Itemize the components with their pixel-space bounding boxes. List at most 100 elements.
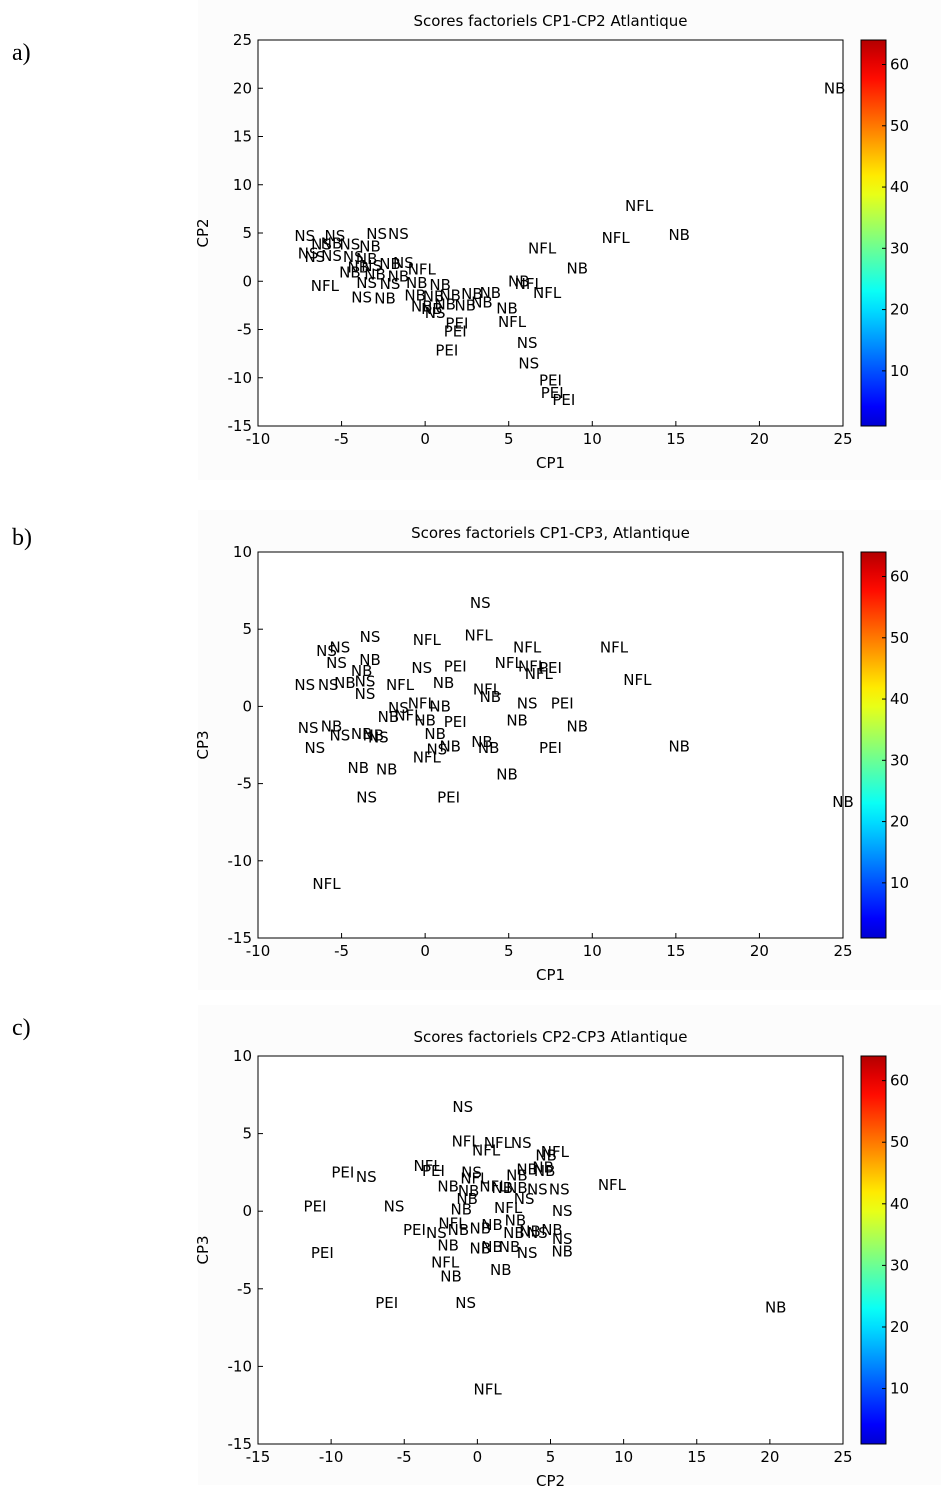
colorbar-tick-label: 30 (890, 751, 909, 769)
data-point-label: NS (426, 741, 447, 759)
data-point-label: NS (411, 659, 432, 677)
data-point-label: NS (360, 628, 381, 646)
data-point-label: NFL (312, 875, 341, 893)
data-point-label: PEI (551, 694, 574, 712)
x-tick-label: 0 (473, 1448, 483, 1466)
y-tick-label: 5 (242, 1125, 252, 1143)
data-point-label: NS (316, 642, 337, 660)
colorbar-tick-label: 60 (890, 1072, 909, 1090)
data-point-label: NB (364, 265, 386, 283)
x-tick-label: -10 (246, 430, 271, 448)
data-point-label: PEI (444, 657, 467, 675)
y-axis-label: CP2 (194, 218, 212, 247)
data-point-label: NFL (484, 1134, 513, 1152)
x-tick-label: -10 (319, 1448, 344, 1466)
data-point-label: NB (458, 1182, 480, 1200)
data-point-label: NS (455, 1294, 476, 1312)
data-point-label: NFL (438, 1215, 467, 1233)
data-point-label: NFL (600, 639, 629, 657)
data-point-label: NB (429, 276, 451, 294)
data-point-label: NFL (460, 1170, 489, 1188)
data-point-label: NS (549, 1180, 570, 1198)
y-tick-label: -15 (228, 417, 253, 435)
data-point-label: NFL (513, 639, 542, 657)
x-tick-label: -5 (334, 430, 349, 448)
x-tick-label: 15 (687, 1448, 706, 1466)
data-point-label: NB (534, 1162, 556, 1180)
data-point-label: NFL (498, 313, 527, 331)
colorbar-tick-label: 40 (890, 178, 909, 196)
data-point-label: NB (433, 674, 455, 692)
chart-title: Scores factoriels CP1-CP3, Atlantique (411, 524, 690, 542)
data-point-label: NS (517, 1244, 538, 1262)
data-point-label: NS (388, 225, 409, 243)
data-point-label: NB (480, 284, 502, 302)
data-point-label: PEI (435, 342, 458, 360)
data-point-label: PEI (539, 739, 562, 757)
data-point-label: NB (824, 79, 846, 97)
data-point-label: NFL (533, 284, 562, 302)
data-point-label: NS (552, 1230, 573, 1248)
panel-b: b) Scores factoriels CP1-CP3, Atlantique… (0, 510, 941, 1000)
data-point-label: NB (348, 259, 370, 277)
y-tick-label: -5 (237, 321, 252, 339)
x-tick-label: 15 (666, 430, 685, 448)
data-point-label: NS (294, 676, 315, 694)
data-point-label: NB (339, 264, 361, 282)
data-point-label: NFL (518, 657, 547, 675)
y-tick-label: 5 (242, 620, 252, 638)
y-tick-label: 10 (233, 1047, 252, 1065)
data-point-label: NFL (598, 1176, 627, 1194)
x-tick-label: 25 (833, 1448, 852, 1466)
colorbar-tick-label: 20 (890, 301, 909, 319)
colorbar-tick-label: 20 (890, 813, 909, 831)
data-point-label: NS (311, 236, 332, 254)
data-point-label: NS (393, 254, 414, 272)
data-point-label: NFL (408, 261, 437, 279)
data-point-label: NS (425, 304, 446, 322)
data-point-label: NFL (414, 1157, 443, 1175)
y-tick-label: 5 (242, 224, 252, 242)
data-point-label: NFL (408, 694, 437, 712)
data-point-label: NB (491, 1179, 513, 1197)
data-point-label: PEI (541, 384, 564, 402)
data-point-label: NFL (528, 239, 557, 257)
panel-letter-b: b) (12, 525, 32, 551)
data-point-label: PEI (403, 1221, 426, 1239)
data-point-label: NB (508, 272, 530, 290)
data-point-label: NB (374, 290, 396, 308)
data-point-label: NS (330, 639, 351, 657)
data-point-label: NB (478, 739, 500, 757)
data-point-label: NS (517, 334, 538, 352)
data-point-label: NS (304, 248, 325, 266)
data-point-label: NFL (623, 671, 652, 689)
scatter-chart-cp1-cp3: Scores factoriels CP1-CP3, Atlantique -10… (194, 510, 941, 990)
colorbar-tick-label: 60 (890, 56, 909, 74)
x-tick-label: 10 (583, 942, 602, 960)
data-point-label: NS (518, 354, 539, 372)
data-point-label: PEI (311, 1244, 334, 1262)
data-point-label: NB (351, 725, 373, 743)
data-point-label: NB (480, 688, 502, 706)
data-point-label: NB (429, 697, 451, 715)
colorbar-tick-label: 10 (890, 874, 909, 892)
data-point-label: NB (406, 274, 428, 292)
data-point-label: NB (668, 738, 690, 756)
data-point-label: NB (551, 1243, 573, 1261)
data-point-label: NFL (473, 680, 502, 698)
data-point-label: NFL (602, 229, 631, 247)
scatter-chart-cp2-cp3: Scores factoriels CP2-CP3 Atlantique-15-… (194, 1005, 941, 1490)
data-point-label: NB (437, 1177, 459, 1195)
data-point-label: NB (376, 761, 398, 779)
colorbar-tick-label: 10 (890, 1380, 909, 1398)
data-point-label: NS (355, 673, 376, 691)
x-tick-label: 20 (750, 430, 769, 448)
data-point-label: NB (421, 300, 443, 318)
data-point-label: NB (434, 295, 456, 313)
data-point-label: NS (304, 739, 325, 757)
y-tick-label: -10 (228, 1357, 253, 1375)
data-point-label: NB (470, 1239, 492, 1257)
data-point-label: PEI (552, 391, 575, 409)
data-point-label: NFL (474, 1381, 503, 1399)
colorbar-tick-label: 40 (890, 1195, 909, 1213)
